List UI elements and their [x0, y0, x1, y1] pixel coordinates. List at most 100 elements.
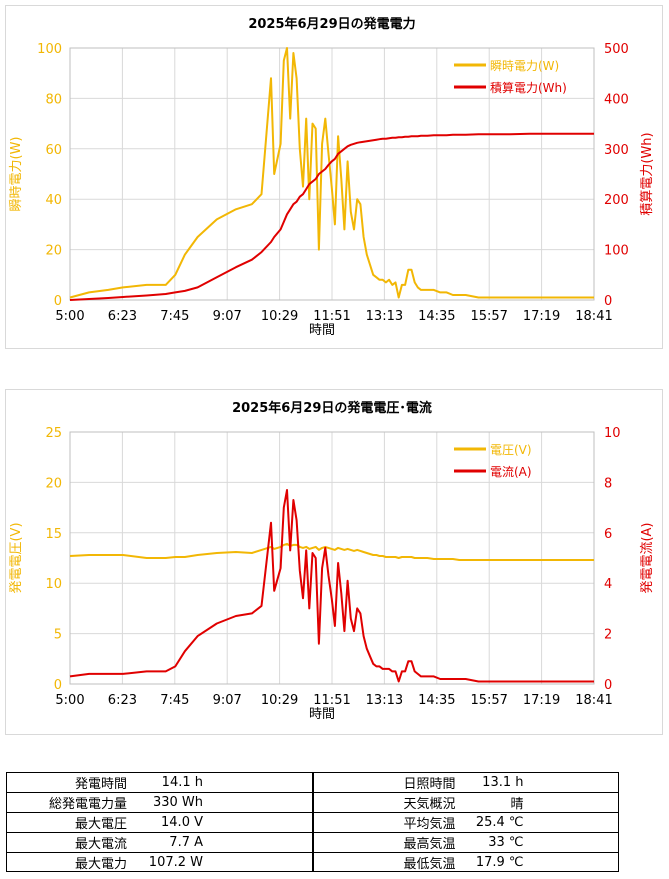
y-tick-label-right: 0: [604, 678, 612, 693]
y-tick-label-right: 8: [604, 476, 612, 491]
summary-label: 平均気温: [403, 817, 456, 832]
x-tick-label: 9:07: [213, 693, 242, 708]
y-axis-label-left: 発電電圧(V): [9, 522, 24, 593]
x-tick-label: 14:35: [418, 309, 455, 324]
power-chart-svg: 2025年6月29日の発電電力 0 20 40 60 80 100 0 100 200 300 400…: [9, 16, 655, 338]
plot-area: [69, 47, 595, 301]
y-tick-label-left: 100: [37, 42, 62, 57]
y-tick-label-left: 20: [45, 244, 62, 259]
x-tick-label: 6:23: [108, 693, 137, 708]
legend-label: 積算電力(Wh): [490, 80, 567, 95]
summary-left-column: 発電時間 14.1 h 総発電電力量 330 Wh 最大電圧 14.0 V 最大電流 7…: [7, 773, 314, 872]
summary-row: 発電時間 14.1 h: [7, 773, 312, 793]
x-tick-label: 10:29: [261, 693, 298, 708]
summary-row: 天気概況 晴: [313, 793, 618, 813]
y-tick-label-left: 0: [54, 678, 62, 693]
x-tick-label: 10:29: [261, 309, 298, 324]
y-tick-label-left: 25: [45, 426, 62, 441]
plot-area: [69, 431, 595, 685]
summary-table: 発電時間 14.1 h 総発電電力量 330 Wh 最大電圧 14.0 V 最大電流 7…: [6, 772, 619, 872]
voltage-current-chart-svg: 2025年6月29日の発電電圧･電流 0 5 10 15 20 25 0 2 4 6 8 10 5:00 6…: [9, 400, 655, 722]
summary-value: 33 ℃: [488, 835, 524, 850]
summary-row: 最大電圧 14.0 V: [7, 813, 312, 833]
series-line-left: [69, 542, 594, 561]
y-tick-label-left: 0: [54, 294, 62, 309]
x-tick-label: 15:57: [470, 309, 507, 324]
x-tick-label: 15:57: [470, 693, 507, 708]
y-tick-label-left: 60: [45, 143, 62, 158]
summary-value: 晴: [510, 797, 524, 812]
summary-value: 17.9 ℃: [475, 855, 524, 870]
x-tick-label: 18:41: [575, 693, 612, 708]
y-tick-label-right: 300: [604, 143, 629, 158]
y-tick-label-left: 15: [45, 527, 62, 542]
summary-label: 最大電流: [74, 837, 127, 852]
summary-value: 13.1 h: [482, 775, 524, 790]
y-tick-label-right: 2: [604, 628, 612, 643]
summary-value: 330 Wh: [152, 795, 203, 810]
y-tick-label-right: 0: [604, 294, 612, 309]
summary-label: 日照時間: [403, 777, 456, 792]
y-tick-label-right: 100: [604, 244, 629, 259]
x-axis-label: 時間: [309, 323, 335, 338]
legend-label: 瞬時電力(W): [490, 59, 559, 73]
summary-label: 総発電電力量: [48, 797, 127, 812]
x-tick-label: 11:51: [313, 309, 350, 324]
summary-label: 発電時間: [74, 777, 127, 792]
y-tick-label-left: 20: [45, 476, 62, 491]
y-axis-label-right: 発電電流(A): [640, 522, 655, 593]
summary-value: 14.1 h: [161, 775, 203, 790]
summary-label: 天気概況: [403, 797, 456, 812]
power-chart: 2025年6月29日の発電電力 0 20 40 60 80 100 0 100 200 300 400…: [5, 5, 663, 349]
x-axis-label: 時間: [309, 707, 335, 722]
chart-title: 2025年6月29日の発電電力: [248, 16, 415, 32]
x-tick-label: 11:51: [313, 693, 350, 708]
summary-right-column: 日照時間 13.1 h 天気概況 晴 平均気温 25.4 ℃ 最高気温 33 ℃ 最低気…: [313, 773, 619, 872]
y-tick-label-right: 6: [604, 527, 612, 542]
x-tick-label: 9:07: [213, 309, 242, 324]
x-tick-label: 13:13: [366, 693, 403, 708]
y-tick-label-right: 400: [604, 92, 629, 107]
legend-label: 電流(A): [490, 465, 532, 479]
summary-row: 日照時間 13.1 h: [313, 773, 618, 793]
summary-label: 最大電圧: [74, 817, 127, 832]
summary-row: 総発電電力量 330 Wh: [7, 793, 312, 813]
summary-label: 最高気温: [403, 837, 456, 852]
y-tick-label-left: 80: [45, 92, 62, 107]
summary-label: 最低気温: [403, 857, 456, 872]
y-tick-label-left: 40: [45, 193, 62, 208]
summary-label: 最大電力: [74, 857, 127, 872]
summary-value: 14.0 V: [161, 815, 203, 830]
voltage-current-chart: 2025年6月29日の発電電圧･電流 0 5 10 15 20 25 0 2 4 6 8 10 5:00 6…: [5, 389, 663, 735]
x-tick-label: 7:45: [160, 693, 189, 708]
x-tick-label: 7:45: [160, 309, 189, 324]
x-tick-label: 5:00: [55, 309, 84, 324]
summary-row: 最大電力 107.2 W: [7, 853, 312, 872]
y-tick-label-left: 5: [54, 628, 62, 643]
series-line-right: [69, 489, 594, 683]
x-tick-label: 17:19: [523, 309, 560, 324]
y-tick-label-right: 200: [604, 193, 629, 208]
summary-row: 最大電流 7.7 A: [7, 833, 312, 853]
summary-value: 7.7 A: [169, 835, 203, 850]
legend-label: 電圧(V): [490, 443, 532, 457]
y-tick-label-right: 10: [604, 426, 621, 441]
summary-row: 最低気温 17.9 ℃: [314, 853, 619, 872]
x-tick-label: 14:35: [418, 693, 455, 708]
series-line-left: [69, 47, 594, 299]
chart-title: 2025年6月29日の発電電圧･電流: [232, 400, 432, 416]
y-axis-label-right: 積算電力(Wh): [640, 132, 655, 215]
series-line-right: [69, 132, 594, 301]
summary-row: 最高気温 33 ℃: [313, 833, 618, 853]
y-tick-label-left: 10: [45, 577, 62, 592]
x-tick-label: 17:19: [523, 693, 560, 708]
summary-value: 25.4 ℃: [475, 815, 524, 830]
x-tick-label: 5:00: [55, 693, 84, 708]
y-tick-label-right: 500: [604, 42, 629, 57]
summary-value: 107.2 W: [148, 855, 203, 870]
y-tick-label-right: 4: [604, 577, 612, 592]
x-tick-label: 13:13: [366, 309, 403, 324]
x-tick-label: 6:23: [108, 309, 137, 324]
summary-row: 平均気温 25.4 ℃: [313, 813, 618, 833]
y-axis-label-left: 瞬時電力(W): [9, 137, 24, 212]
